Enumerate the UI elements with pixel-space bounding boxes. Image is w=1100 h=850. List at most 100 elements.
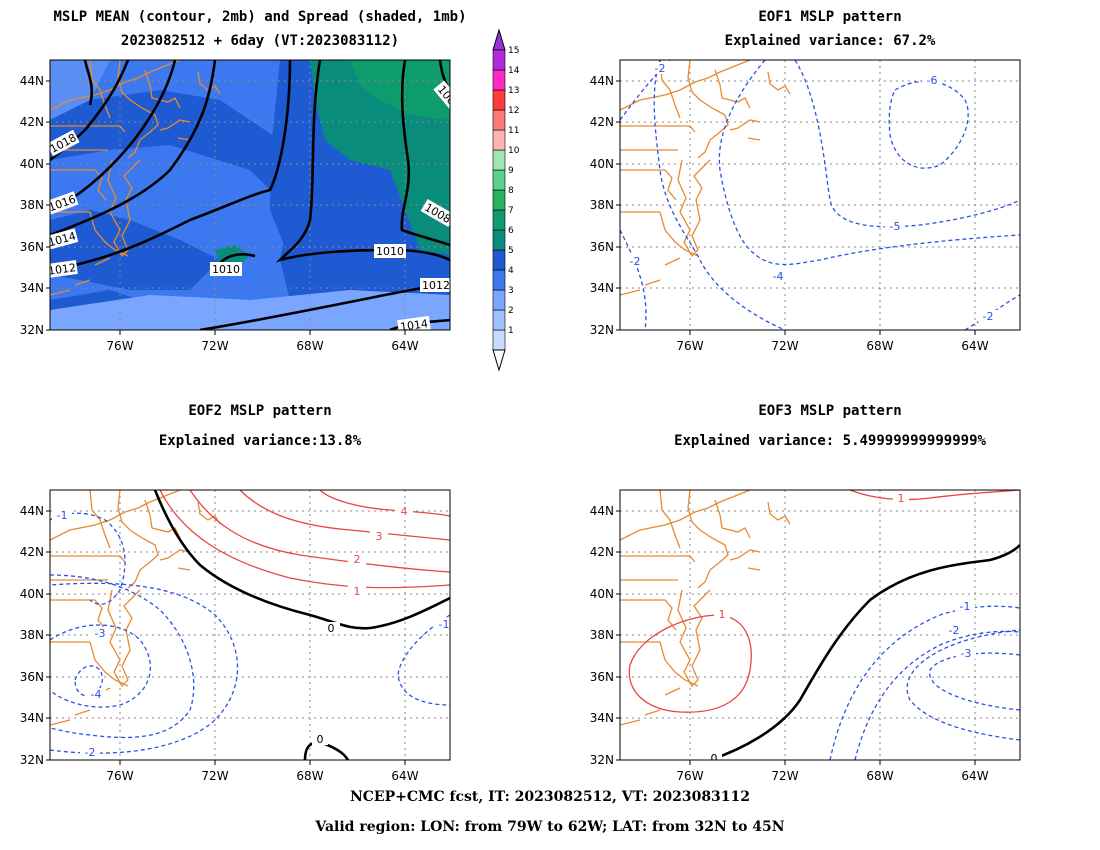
lat-tick-label: 34N	[590, 711, 614, 725]
contour-label: 2	[354, 553, 361, 566]
contour-label: 1012	[422, 279, 450, 292]
lat-tick-label: 44N	[590, 504, 614, 518]
lon-tick-label: 64W	[961, 339, 988, 353]
panel2-subtitle: Explained variance: 67.2%	[724, 33, 936, 49]
colorbar-arrow-top	[492, 28, 506, 51]
lat-tick-label: 42N	[590, 115, 614, 129]
lon-tick-label: 72W	[771, 339, 798, 353]
colorbar-label: 6	[508, 226, 514, 236]
lat-tick-label: 32N	[590, 323, 614, 337]
axis-labels: 44N 42N 40N 38N 36N 34N 32N 76W 72W 68W 64W 44N 42N 4…	[20, 74, 989, 783]
contour-label: -3	[961, 647, 972, 660]
colorbar-swatch	[492, 269, 506, 291]
colorbar-label: 14	[508, 66, 520, 76]
contour-label: -2	[85, 746, 96, 759]
lon-tick-label: 76W	[106, 339, 133, 353]
lat-tick-label: 36N	[20, 670, 44, 684]
lon-tick-label: 76W	[676, 339, 703, 353]
colorbar-label: 9	[508, 166, 514, 176]
colorbar-swatch	[492, 109, 506, 131]
lat-tick-label: 34N	[20, 711, 44, 725]
colorbar-label: 7	[508, 206, 514, 216]
panel1-subtitle: 2023082512 + 6day (VT:2023083112)	[120, 33, 400, 49]
lat-tick-label: 38N	[20, 628, 44, 642]
lat-tick-label: 44N	[590, 74, 614, 88]
lat-tick-label: 36N	[590, 670, 614, 684]
colorbar-label: 8	[508, 186, 514, 196]
panel3-subtitle: Explained variance:13.8%	[158, 433, 362, 449]
colorbar-swatch	[492, 49, 506, 71]
contour-label: -1	[57, 509, 68, 522]
contour-label: 1	[354, 585, 361, 598]
lat-tick-label: 38N	[20, 198, 44, 212]
contour-label: -1	[439, 618, 450, 631]
colorbar-swatch	[492, 129, 506, 151]
contour-label: 3	[376, 530, 383, 543]
lat-tick-label: 44N	[20, 504, 44, 518]
contour-label: -5	[890, 220, 901, 233]
lat-tick-label: 32N	[590, 753, 614, 767]
lon-tick-label: 68W	[866, 769, 893, 783]
footer-forecast-info: NCEP+CMC fcst, IT: 2023082512, VT: 20230…	[349, 789, 751, 805]
contour-label: -2	[630, 255, 641, 268]
panel4-subtitle: Explained variance: 5.49999999999999%	[674, 433, 986, 449]
colorbar-swatch	[492, 89, 506, 111]
lat-tick-label: 36N	[590, 240, 614, 254]
lon-tick-label: 64W	[391, 769, 418, 783]
contour-label: -2	[983, 310, 994, 323]
contour-label: 4	[401, 505, 408, 518]
lat-tick-label: 32N	[20, 323, 44, 337]
lat-tick-label: 40N	[20, 587, 44, 601]
colorbar-label: 12	[508, 106, 519, 116]
lat-tick-label: 40N	[590, 587, 614, 601]
colorbar-swatch	[492, 229, 506, 251]
colorbar-label: 2	[508, 306, 514, 316]
contour-label: 1012	[47, 261, 77, 278]
lat-tick-label: 42N	[20, 545, 44, 559]
panel3-map: 4 3 2 1 0 -1 -3 -4 -2	[49, 489, 451, 761]
colorbar-swatch	[492, 149, 506, 171]
lat-tick-label: 38N	[590, 628, 614, 642]
colorbar-swatch	[492, 249, 506, 271]
colorbar-label: 15	[508, 46, 519, 56]
panel1-map: 1018 1016 1014 1012 1010 1010 1012 1014	[47, 59, 451, 334]
panel2-title: EOF1 MSLP pattern	[758, 9, 902, 25]
colorbar-label: 13	[508, 86, 519, 96]
footer-valid-region: Valid region: LON: from 79W to 62W; LAT:…	[315, 819, 785, 835]
contour-label: 0	[317, 733, 324, 746]
lon-tick-label: 64W	[961, 769, 988, 783]
contour-label: 1010	[376, 245, 404, 258]
colorbar-label: 10	[508, 146, 520, 156]
lon-tick-label: 72W	[201, 769, 228, 783]
colorbar-swatch	[492, 209, 506, 231]
colorbar-label: 11	[508, 126, 519, 136]
panel2-map: -2 -6 -5 -4 -2 -2	[619, 59, 1021, 331]
panel4-title: EOF3 MSLP pattern	[758, 403, 902, 419]
colorbar-swatch	[492, 329, 506, 351]
colorbar-label: 5	[508, 246, 514, 256]
lon-tick-label: 76W	[676, 769, 703, 783]
colorbar-swatch	[492, 289, 506, 311]
lon-tick-label: 76W	[106, 769, 133, 783]
contour-label: 0	[328, 622, 335, 635]
colorbar-label: 3	[508, 286, 514, 296]
lat-tick-label: 32N	[20, 753, 44, 767]
colorbar-label: 4	[508, 266, 514, 276]
lat-tick-label: 42N	[20, 115, 44, 129]
lon-tick-label: 68W	[296, 769, 323, 783]
lon-tick-label: 68W	[866, 339, 893, 353]
contour-label: 1010	[212, 263, 240, 276]
lon-tick-label: 64W	[391, 339, 418, 353]
panel1-title: MSLP MEAN (contour, 2mb) and Spread (sha…	[53, 9, 467, 25]
contour-label: 1014	[399, 317, 429, 334]
lon-tick-label: 72W	[201, 339, 228, 353]
lon-tick-label: 68W	[296, 339, 323, 353]
contour-label: -4	[773, 270, 784, 283]
panel3-title: EOF2 MSLP pattern	[188, 403, 332, 419]
panel4-map: 1 1 -1 -2 -3 0	[619, 489, 1021, 761]
colorbar-swatch	[492, 189, 506, 211]
contour-label: -6	[927, 74, 938, 87]
lat-tick-label: 38N	[590, 198, 614, 212]
